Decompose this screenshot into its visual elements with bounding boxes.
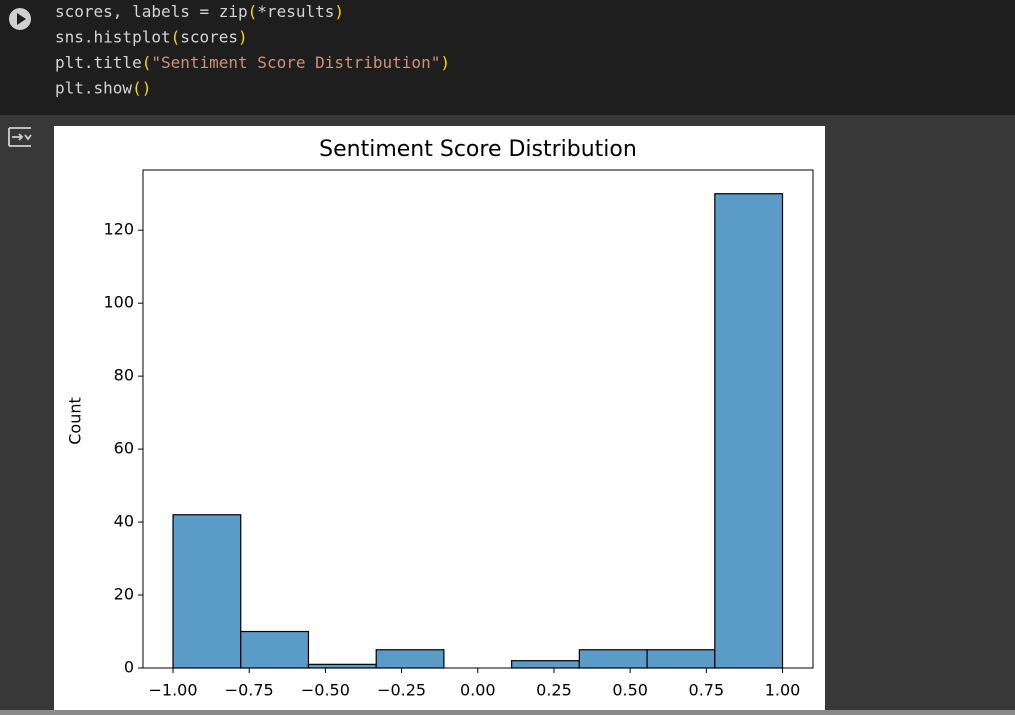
code-token: scores, labels = zip — [55, 2, 248, 21]
code-token: scores — [180, 27, 238, 46]
run-icon[interactable] — [17, 13, 26, 25]
bar — [172, 514, 242, 669]
code-token: ( — [171, 27, 181, 46]
run-button[interactable] — [9, 8, 31, 30]
code-line: plt.title("Sentiment Score Distribution"… — [55, 53, 450, 72]
x-tick-label: −0.25 — [377, 681, 426, 700]
plot-frame — [142, 169, 814, 669]
y-tick-label: 100 — [103, 293, 134, 312]
figure — [54, 126, 825, 710]
y-axis-label: Count — [66, 397, 85, 445]
y-tick-label: 20 — [114, 585, 134, 604]
output-icon[interactable] — [8, 127, 32, 147]
code-token: ) — [440, 53, 450, 72]
code-token: ( — [142, 53, 152, 72]
y-tick-label: 60 — [114, 439, 134, 458]
code-token: "Sentiment Score Distribution" — [151, 53, 440, 72]
y-tick-label: 40 — [114, 512, 134, 531]
code-token: () — [132, 78, 151, 97]
output-toggle[interactable] — [8, 127, 32, 147]
code-token: *results — [257, 2, 334, 21]
code-line: sns.histplot(scores) — [55, 27, 248, 46]
bar — [240, 630, 310, 669]
code-token: ( — [248, 2, 258, 21]
x-tick-label: 0.25 — [536, 681, 572, 700]
code-token: ) — [238, 27, 248, 46]
x-tick-label: 0.00 — [460, 681, 496, 700]
y-tick-label: 0 — [124, 658, 134, 677]
bar — [511, 660, 580, 669]
code-line: scores, labels = zip(*results) — [55, 2, 344, 21]
code-token: plt.show — [55, 78, 132, 97]
y-tick-label: 120 — [103, 220, 134, 239]
x-tick-label: 0.50 — [612, 681, 648, 700]
x-tick-label: −0.75 — [225, 681, 274, 700]
code-line: plt.show() — [55, 78, 151, 97]
bar — [578, 649, 648, 669]
x-tick-label: 0.75 — [689, 681, 725, 700]
x-tick-label: 1.00 — [765, 681, 801, 700]
bar — [375, 649, 445, 669]
cell-border — [0, 710, 1015, 715]
y-tick-label: 80 — [114, 366, 134, 385]
code-token: ) — [334, 2, 344, 21]
chart-title: Sentiment Score Distribution — [319, 137, 637, 162]
x-tick-label: −0.50 — [301, 681, 350, 700]
bar — [307, 663, 377, 669]
bar — [714, 193, 784, 669]
code-cell — [0, 0, 1015, 115]
bar — [646, 649, 716, 669]
x-tick-label: −1.00 — [149, 681, 198, 700]
code-token: plt.title — [55, 53, 142, 72]
code-token: sns.histplot — [55, 27, 171, 46]
